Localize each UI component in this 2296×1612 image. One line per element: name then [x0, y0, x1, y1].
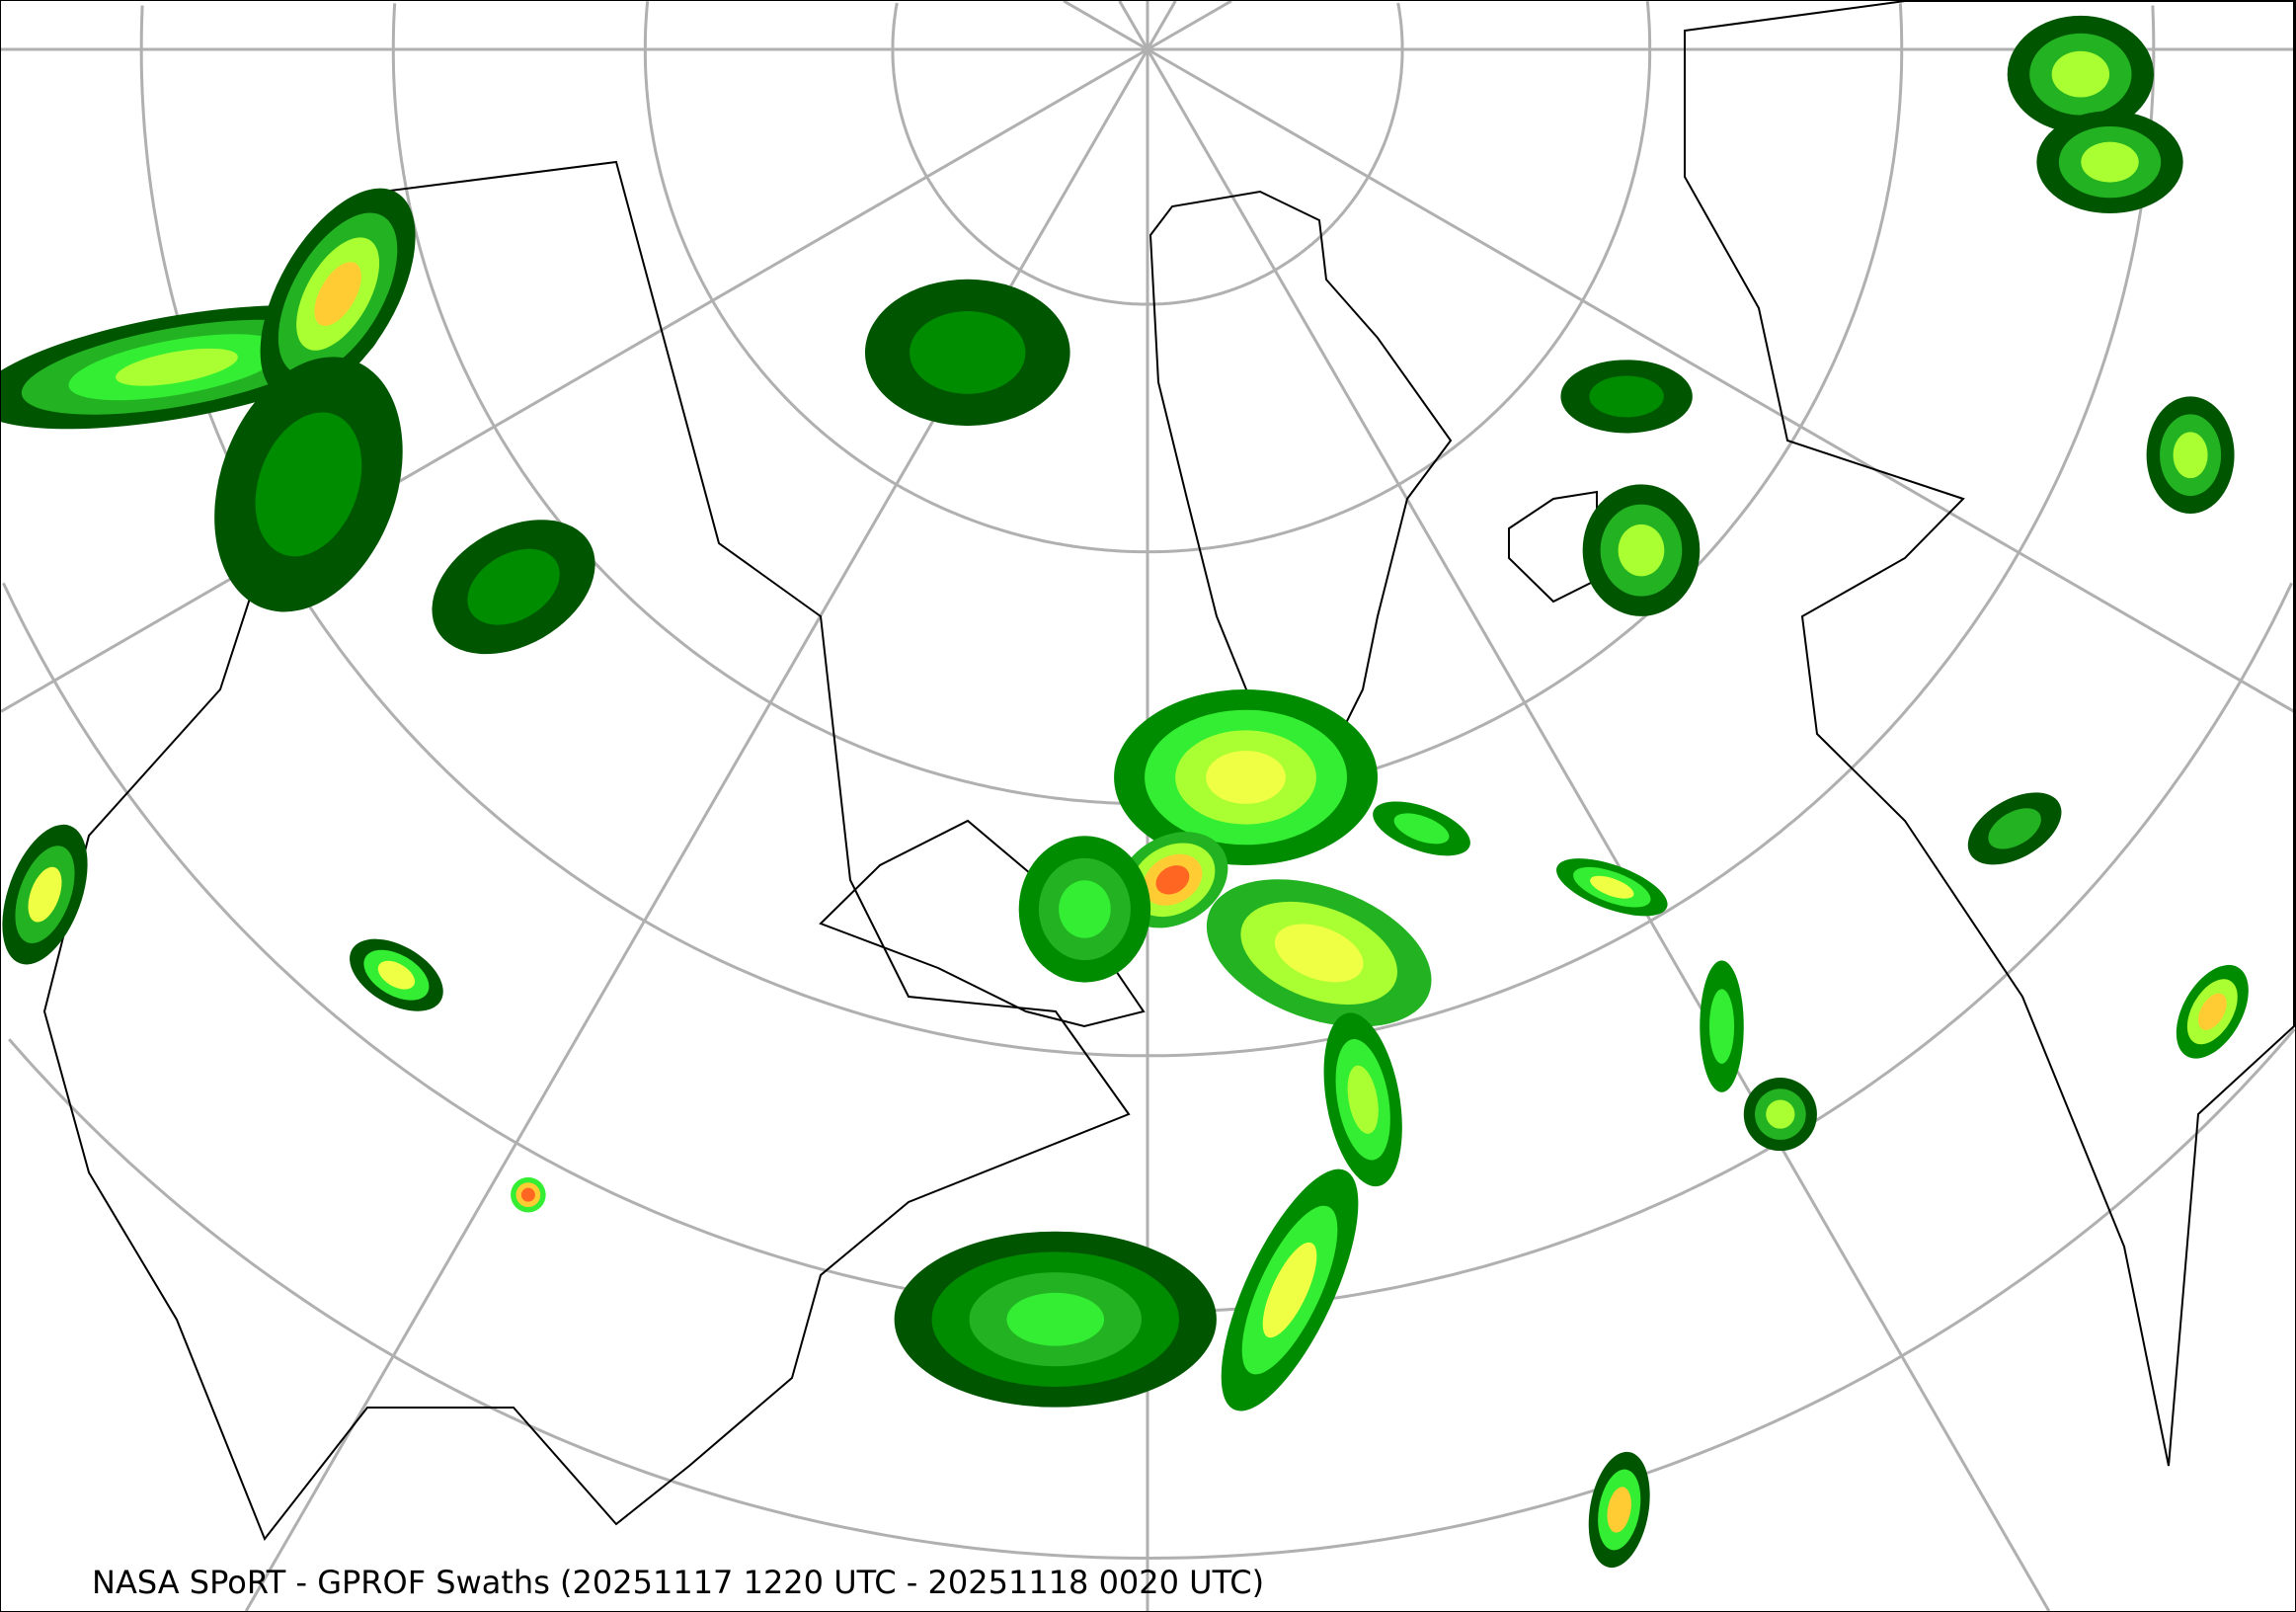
precip-swath — [467, 548, 560, 625]
precipitation-swaths — [1, 15, 2249, 1569]
coastline — [819, 819, 1146, 1028]
precip-swath — [1708, 989, 1735, 1064]
precip-swath — [2173, 432, 2208, 479]
meridian-line — [1147, 47, 2295, 714]
latitude-circle — [2151, 5, 2156, 49]
coastlines-and-borders — [42, 1, 2295, 1541]
meridian-line — [1118, 1, 1149, 50]
precip-swath — [314, 262, 361, 326]
precip-swath — [255, 412, 362, 557]
precip-swath — [2051, 50, 2110, 98]
precip-swath — [1988, 808, 2041, 849]
precip-swath — [116, 348, 238, 386]
latitude-circle — [1898, 3, 1904, 49]
meridian-line — [1, 47, 1148, 713]
map-caption: NASA SPoRT - GPROF Swaths (20251117 1220… — [92, 1564, 1265, 1601]
meridian-line — [1147, 1, 1232, 51]
coastline — [42, 160, 1131, 1541]
precip-swath — [1206, 751, 1286, 804]
precip-swath — [1155, 865, 1190, 895]
precip-swath — [1347, 1065, 1379, 1134]
meridian-line — [1146, 48, 2051, 1611]
coastline — [1684, 1, 2295, 1467]
precip-swath — [377, 960, 416, 990]
precip-swath — [910, 311, 1026, 394]
coastline — [1148, 190, 1453, 765]
precip-swath — [2081, 141, 2139, 183]
precip-swath — [520, 1187, 535, 1202]
meridian-line — [1063, 1, 1148, 51]
precip-swath — [1274, 924, 1364, 983]
precip-swath — [1262, 1242, 1317, 1338]
latitude-circle — [643, 1, 1652, 554]
latitude-circle — [1645, 1, 1652, 50]
meridian-line — [1146, 1, 1177, 50]
precip-swath — [1589, 375, 1664, 418]
precip-swath — [1607, 1487, 1631, 1533]
latitude-circle — [891, 2, 1404, 306]
precip-swath — [1006, 1292, 1105, 1346]
precip-swath — [1618, 524, 1665, 577]
precip-swath — [2197, 993, 2227, 1030]
precip-swath — [1590, 875, 1634, 899]
precip-swath — [1059, 880, 1111, 938]
precip-swath — [1393, 813, 1450, 845]
precip-swath — [1766, 1099, 1795, 1129]
latitude-circle — [8, 1028, 2295, 1561]
latitude-circle — [1396, 2, 1404, 49]
precip-swath — [28, 866, 62, 923]
